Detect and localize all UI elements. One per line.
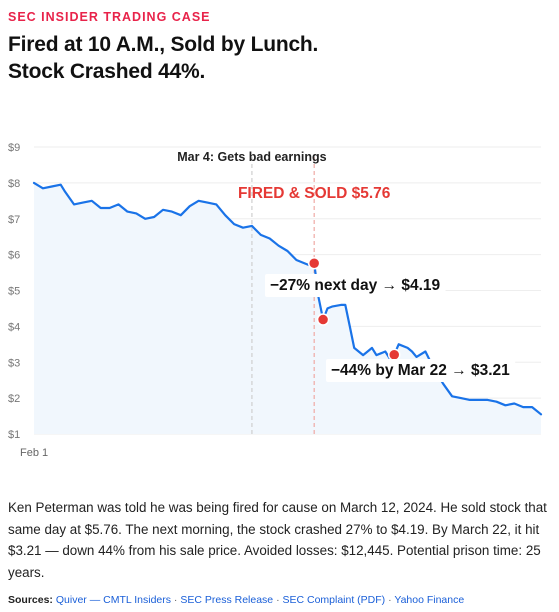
source-link-quiver[interactable]: Quiver — CMTL Insiders xyxy=(55,594,171,606)
sources: Sources: Quiver — CMTL Insiders · SEC Pr… xyxy=(8,594,464,606)
y-tick-label: $3 xyxy=(8,357,20,369)
x-tick-label: Feb 1 xyxy=(20,447,48,459)
marker-label-mar-22-group: −44% by Mar 22 → $3.21 xyxy=(326,359,516,382)
source-link-yahoo[interactable]: Yahoo Finance xyxy=(394,594,465,606)
marker-label-mar-22-bg xyxy=(326,359,516,382)
event-marker xyxy=(307,256,321,270)
area-fill xyxy=(34,182,541,434)
y-tick-label: $1 xyxy=(8,429,20,441)
headline-line-2: Stock Crashed 44%. xyxy=(8,60,206,83)
event-marker xyxy=(387,348,401,361)
marker-label-next-day-group: −27% next day → $4.19 xyxy=(265,274,446,297)
separator: · xyxy=(276,594,280,606)
separator: · xyxy=(173,594,178,606)
separator: · xyxy=(388,594,392,606)
kicker: SEC INSIDER TRADING CASE xyxy=(8,10,211,24)
annotations: Mar 4: Gets bad earnings FIRED & SOLD $5.… xyxy=(177,150,516,382)
event-marker xyxy=(316,313,330,326)
marker-label-next-day-bg xyxy=(265,274,446,297)
y-tick-label: $7 xyxy=(8,214,20,226)
y-tick-label: $9 xyxy=(8,142,20,154)
series-area xyxy=(34,182,541,434)
markers xyxy=(307,256,401,361)
marker-label-mar-22: −44% by Mar 22 → $3.21 xyxy=(331,362,510,379)
headline: Fired at 10 A.M., Sold by Lunch. Stock C… xyxy=(8,31,548,85)
y-tick-label: $4 xyxy=(8,321,20,333)
marker-label-fired: FIRED & SOLD $5.76 xyxy=(238,185,391,202)
stock-price-chart: Mar 4: Gets bad earnings FIRED & SOLD $5.… xyxy=(8,142,543,459)
reference-label: Mar 4: Gets bad earnings xyxy=(177,150,326,164)
caption: Ken Peterman was told he was being fired… xyxy=(8,500,547,580)
y-tick-label: $6 xyxy=(8,250,20,262)
y-tick-label: $8 xyxy=(8,178,20,190)
source-link-sec-complaint[interactable]: SEC Complaint (PDF) xyxy=(282,594,386,606)
y-tick-label: $5 xyxy=(8,286,20,298)
headline-line-1: Fired at 10 A.M., Sold by Lunch. xyxy=(8,33,319,56)
y-tick-label: $2 xyxy=(8,393,20,405)
source-link-sec-press[interactable]: SEC Press Release xyxy=(180,594,274,606)
marker-label-next-day: −27% next day → $4.19 xyxy=(270,277,441,294)
sources-label: Sources: xyxy=(8,594,53,606)
